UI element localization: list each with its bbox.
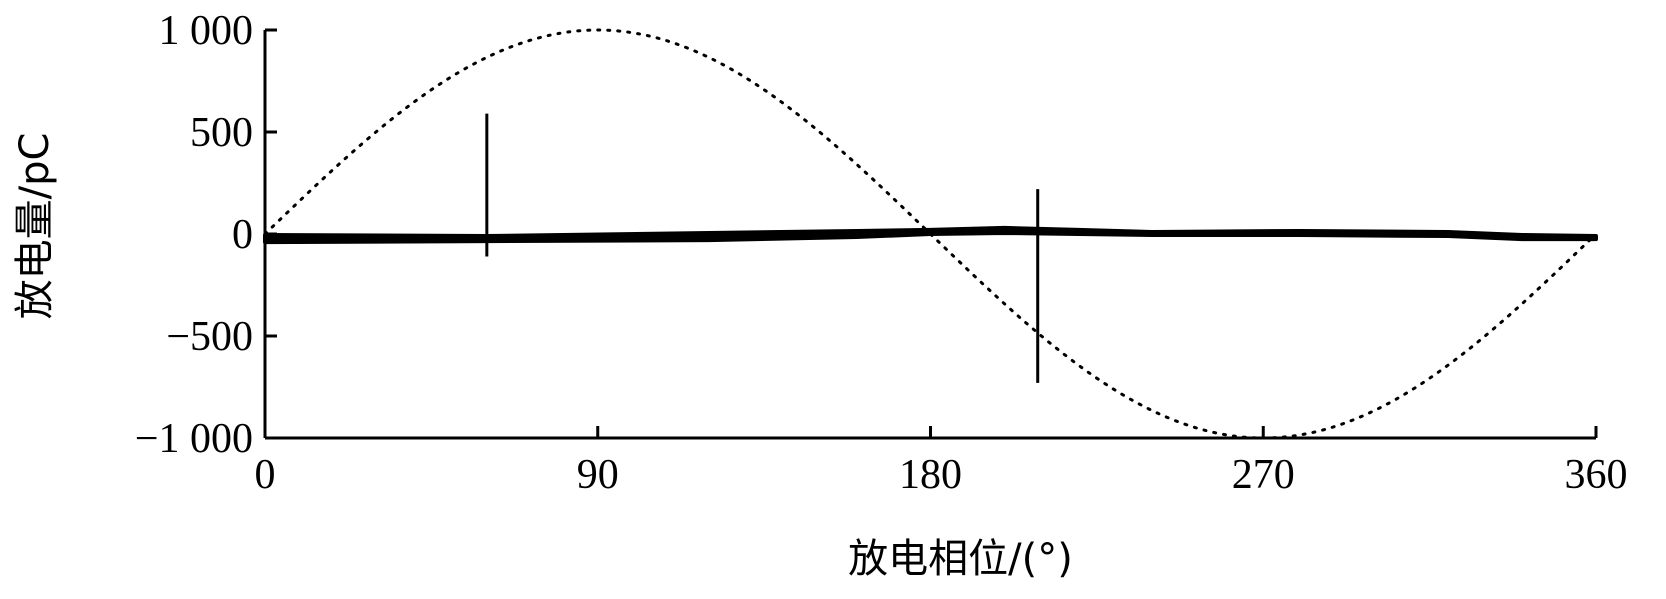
plot-area xyxy=(263,28,1598,440)
x-tick-label: 0 xyxy=(255,452,276,498)
x-tick-label: 90 xyxy=(577,452,619,498)
y-tick-label: 500 xyxy=(190,110,253,156)
x-axis-title: 放电相位/(°) xyxy=(848,536,1073,582)
x-tick-label: 180 xyxy=(899,452,962,498)
y-axis-title: 放电量/pC xyxy=(12,133,58,320)
y-tick-label: −500 xyxy=(166,314,253,360)
y-tick-label: −1 000 xyxy=(135,416,253,462)
x-axis-ticks: 0 90 180 270 360 xyxy=(255,426,1628,498)
y-tick-label: 0 xyxy=(232,212,253,258)
x-tick-label: 270 xyxy=(1232,452,1295,498)
x-tick-label: 360 xyxy=(1565,452,1628,498)
y-tick-label: 1 000 xyxy=(159,8,254,54)
y-axis-ticks: 1 000 500 0 −500 −1 000 xyxy=(135,8,277,462)
discharge-band xyxy=(263,225,1598,245)
